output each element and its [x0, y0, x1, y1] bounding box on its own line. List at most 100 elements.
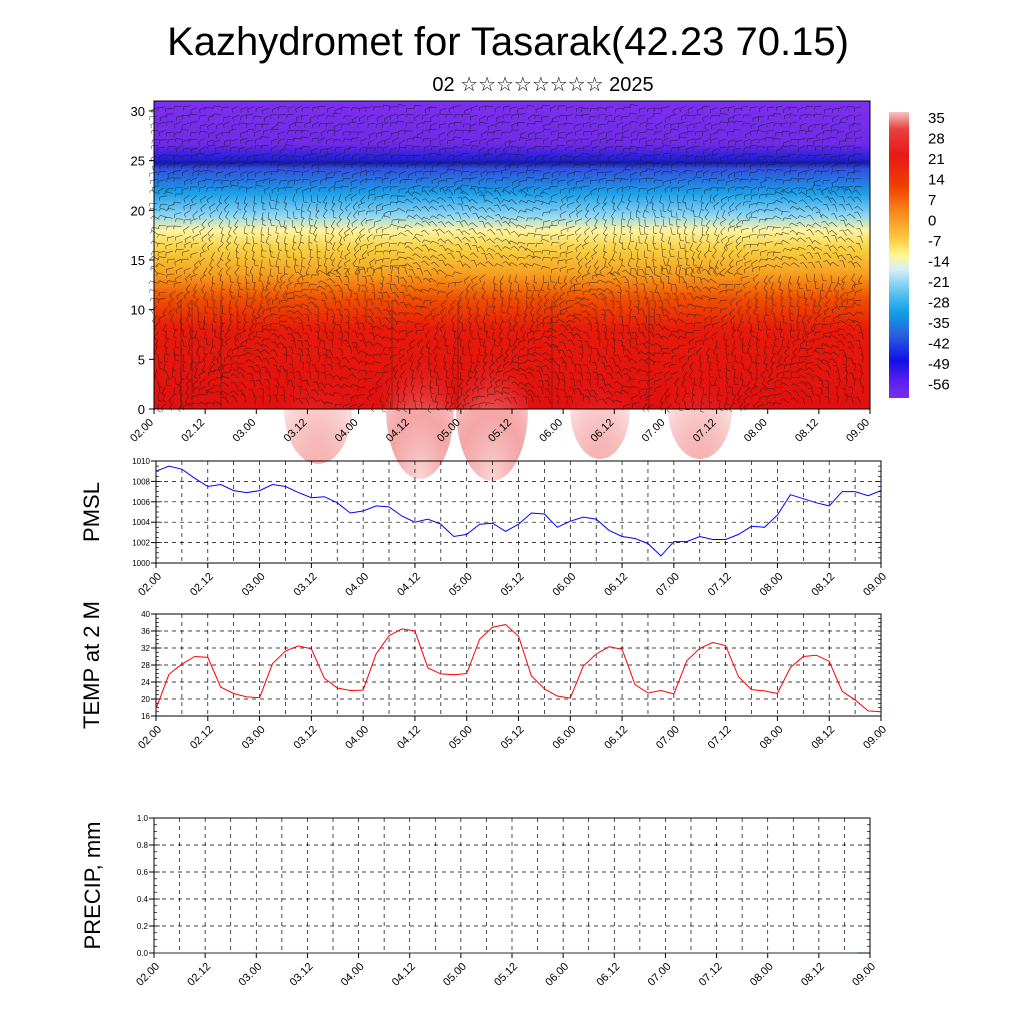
y-tick-label: 28 [141, 661, 150, 670]
x-tick-label: 06.00 [543, 961, 571, 989]
x-tick-label: 08.12 [793, 417, 821, 445]
chart-subtitle: 02 ☆☆☆☆☆☆☆☆ 2025 [432, 74, 653, 96]
x-tick-label: 04.00 [343, 724, 371, 752]
x-tick-label: 07.00 [646, 961, 674, 989]
precip-ylabel: PRECIP, mm [80, 822, 105, 950]
x-tick-label: 09.00 [850, 961, 878, 989]
x-tick-label: 05.00 [447, 571, 475, 599]
temp-ylabel: TEMP at 2 M [79, 601, 104, 729]
x-tick-label: 07.00 [654, 724, 682, 752]
colorbar-labels: 35 28 21 14 7 0 -7 -14 -21 -28 -35 -42 -49 -56 [928, 110, 950, 394]
x-tick-label: 04.12 [395, 571, 423, 599]
x-tick-label: 03.00 [240, 724, 268, 752]
y-tick-label: 15 [131, 253, 145, 268]
x-tick-label: 03.00 [236, 961, 264, 989]
cross-section-y-axis: 0 5 10 15 20 25 30 [131, 104, 154, 417]
x-tick-label: 03.12 [288, 961, 316, 989]
y-tick-label: 16 [141, 712, 150, 721]
pmsl-frame [155, 460, 882, 564]
y-tick-label: 30 [131, 104, 145, 119]
colorbar-label: -49 [928, 356, 950, 373]
x-tick-label: 02.12 [179, 417, 207, 445]
x-tick-label: 06.00 [550, 724, 578, 752]
pmsl-ylabel: PMSL [79, 482, 104, 542]
y-tick-label: 40 [141, 610, 150, 619]
precip-panel: 0.0 0.2 0.4 0.6 0.8 1.0 02.00 02.12 03.00 03.12 04… [80, 814, 878, 989]
x-tick-label: 08.12 [809, 724, 837, 752]
wind-barbs [148, 104, 865, 413]
x-tick-label: 02.00 [128, 417, 156, 445]
x-tick-label: 09.00 [861, 571, 889, 599]
colorbar-label: -21 [928, 274, 950, 291]
x-tick-label: 08.12 [809, 571, 837, 599]
x-tick-label: 03.12 [292, 724, 320, 752]
x-tick-label: 07.00 [654, 571, 682, 599]
colorbar-label: 35 [928, 110, 945, 127]
x-tick-label: 07.12 [706, 571, 734, 599]
temp-panel: 16 20 24 28 32 36 40 02.00 02.12 03.00 03.12 04.00 0… [79, 601, 889, 752]
colorbar-label: -35 [928, 315, 950, 332]
y-tick-label: 1004 [132, 518, 150, 527]
colorbar-label: -7 [928, 233, 941, 250]
x-tick-label: 03.12 [292, 571, 320, 599]
colorbar-label: 21 [928, 151, 945, 168]
colorbar-label: 28 [928, 131, 945, 148]
x-tick-label: 06.12 [602, 724, 630, 752]
x-tick-label: 02.00 [134, 961, 162, 989]
x-tick-label: 03.00 [230, 417, 258, 445]
colorbar-label: -42 [928, 336, 950, 353]
x-tick-label: 02.00 [136, 571, 164, 599]
colorbar-label: 0 [928, 213, 936, 230]
y-tick-label: 5 [138, 352, 145, 367]
colorbar-label: -56 [928, 377, 950, 394]
x-tick-label: 02.12 [185, 961, 213, 989]
y-tick-label: 36 [141, 627, 150, 636]
x-tick-label: 04.00 [343, 571, 371, 599]
temp-series-line [155, 624, 882, 713]
colorbar-label: 14 [928, 172, 945, 189]
colorbar-label: -28 [928, 295, 950, 312]
wind-barb-field [148, 104, 865, 413]
x-tick-label: 06.12 [594, 961, 622, 989]
y-tick-label: 1008 [132, 477, 150, 486]
x-tick-label: 05.12 [499, 724, 527, 752]
y-tick-label: 0.4 [137, 895, 149, 904]
y-tick-label: 25 [131, 154, 145, 169]
x-tick-label: 09.00 [861, 724, 889, 752]
y-tick-label: 20 [141, 695, 150, 704]
x-tick-label: 02.00 [136, 724, 164, 752]
x-tick-label: 05.00 [447, 724, 475, 752]
x-tick-label: 05.12 [499, 571, 527, 599]
y-tick-label: 1002 [132, 539, 150, 548]
y-tick-label: 0.0 [137, 949, 149, 958]
y-tick-label: 0.2 [137, 922, 149, 931]
x-tick-label: 02.12 [188, 724, 216, 752]
x-tick-label: 04.12 [390, 961, 418, 989]
y-tick-label: 0.6 [137, 868, 149, 877]
x-tick-label: 07.12 [706, 724, 734, 752]
x-tick-label: 06.12 [602, 571, 630, 599]
y-tick-label: 32 [141, 644, 150, 653]
y-tick-label: 1000 [132, 559, 150, 568]
x-tick-label: 04.00 [339, 961, 367, 989]
x-tick-label: 08.00 [748, 961, 776, 989]
x-tick-label: 05.12 [492, 961, 520, 989]
x-tick-label: 03.00 [240, 571, 268, 599]
y-tick-label: 20 [131, 203, 145, 218]
y-tick-label: 1006 [132, 498, 150, 507]
colorbar-gradient [889, 112, 909, 398]
chart-title: Kazhydromet for Tasarak(42.23 70.15) [167, 20, 849, 64]
x-tick-label: 08.12 [799, 961, 827, 989]
x-tick-label: 07.00 [640, 417, 668, 445]
y-tick-label: 1.0 [137, 814, 149, 823]
x-tick-label: 06.00 [537, 417, 565, 445]
x-tick-label: 06.00 [550, 571, 578, 599]
pmsl-series-line [155, 465, 882, 557]
y-tick-label: 0 [138, 402, 145, 417]
y-tick-label: 24 [141, 678, 150, 687]
x-tick-label: 07.12 [697, 961, 725, 989]
x-tick-label: 08.00 [758, 571, 786, 599]
